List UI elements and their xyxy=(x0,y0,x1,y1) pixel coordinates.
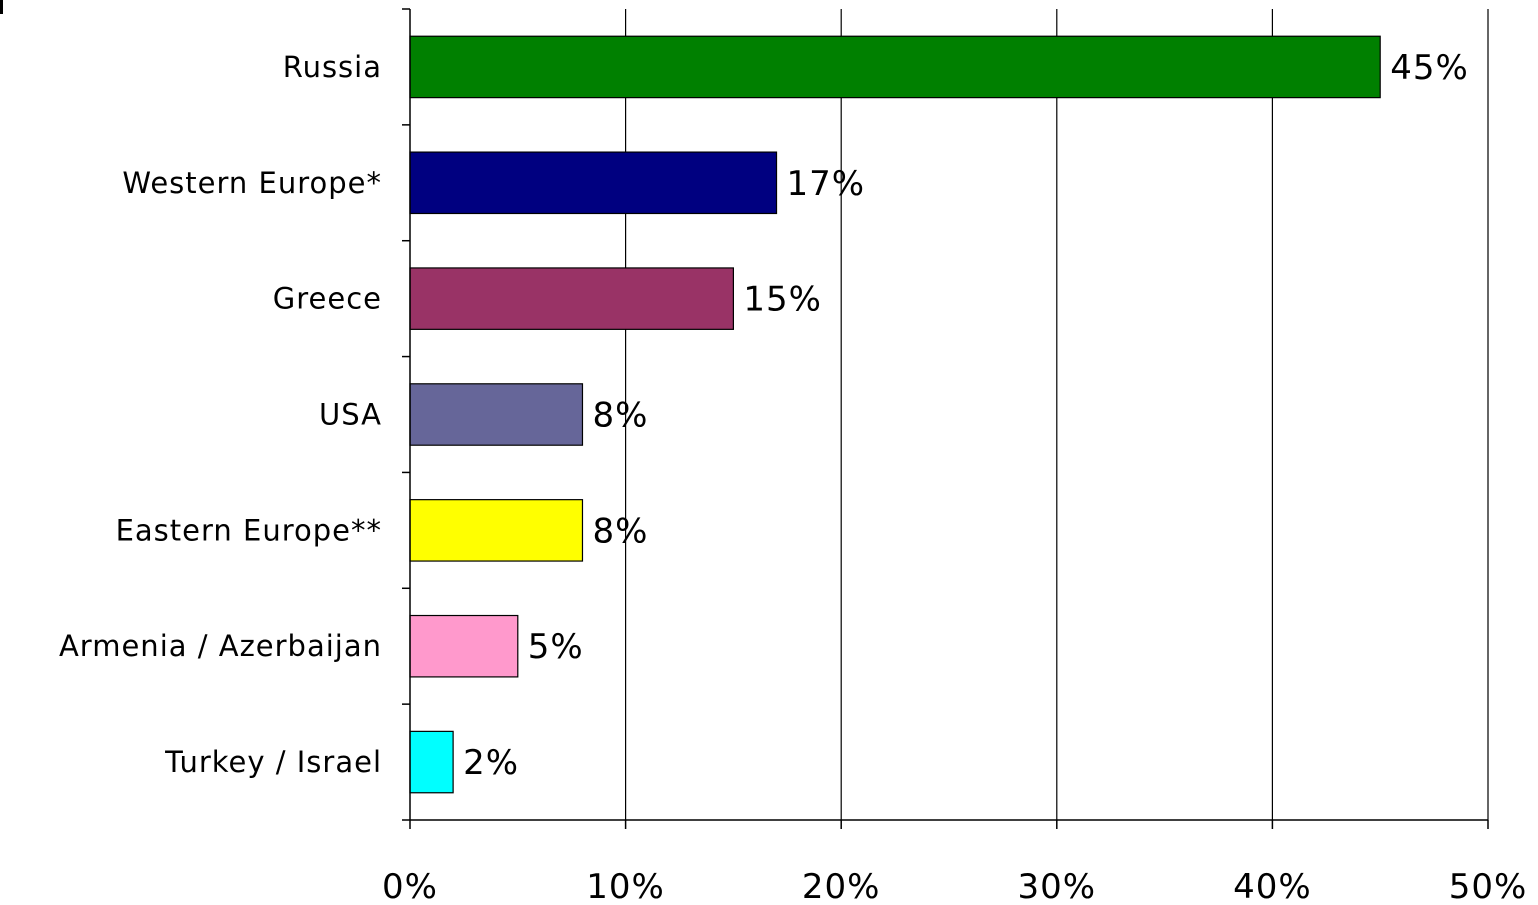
category-label-2: Greece xyxy=(273,282,382,316)
x-tick-label-2: 20% xyxy=(802,867,881,905)
gridlines xyxy=(624,9,1489,820)
category-label-5: Armenia / Azerbaijan xyxy=(59,629,382,663)
x-tick-label-1: 10% xyxy=(586,867,665,905)
labels: 45% Russia 17% Western Europe* 15% Greece 8% US… xyxy=(59,48,1528,905)
bar-1 xyxy=(409,151,778,215)
bars xyxy=(409,35,1381,794)
value-label-2: 15% xyxy=(743,280,822,320)
bar-0 xyxy=(409,35,1381,99)
bar-6 xyxy=(409,730,454,794)
corner-mark xyxy=(0,0,3,14)
axes xyxy=(402,8,1489,829)
x-tick-label-4: 40% xyxy=(1233,867,1312,905)
category-label-1: Western Europe* xyxy=(122,166,382,200)
value-label-3: 8% xyxy=(592,396,648,436)
category-label-4: Eastern Europe** xyxy=(116,513,382,547)
bar-5 xyxy=(409,614,519,678)
category-label-3: USA xyxy=(319,398,382,432)
x-tick-label-5: 50% xyxy=(1449,867,1528,905)
category-label-6: Turkey / Israel xyxy=(164,745,382,779)
value-label-0: 45% xyxy=(1390,48,1469,88)
value-label-4: 8% xyxy=(592,511,648,551)
x-tick-label-0: 0% xyxy=(382,867,438,905)
x-tick-label-3: 30% xyxy=(1018,867,1097,905)
bar-2 xyxy=(409,267,734,330)
bar-4 xyxy=(409,499,584,562)
value-label-5: 5% xyxy=(528,627,584,667)
value-label-6: 2% xyxy=(463,743,519,783)
value-label-1: 17% xyxy=(787,164,866,204)
category-label-0: Russia xyxy=(283,50,382,84)
bar-3 xyxy=(409,383,584,446)
